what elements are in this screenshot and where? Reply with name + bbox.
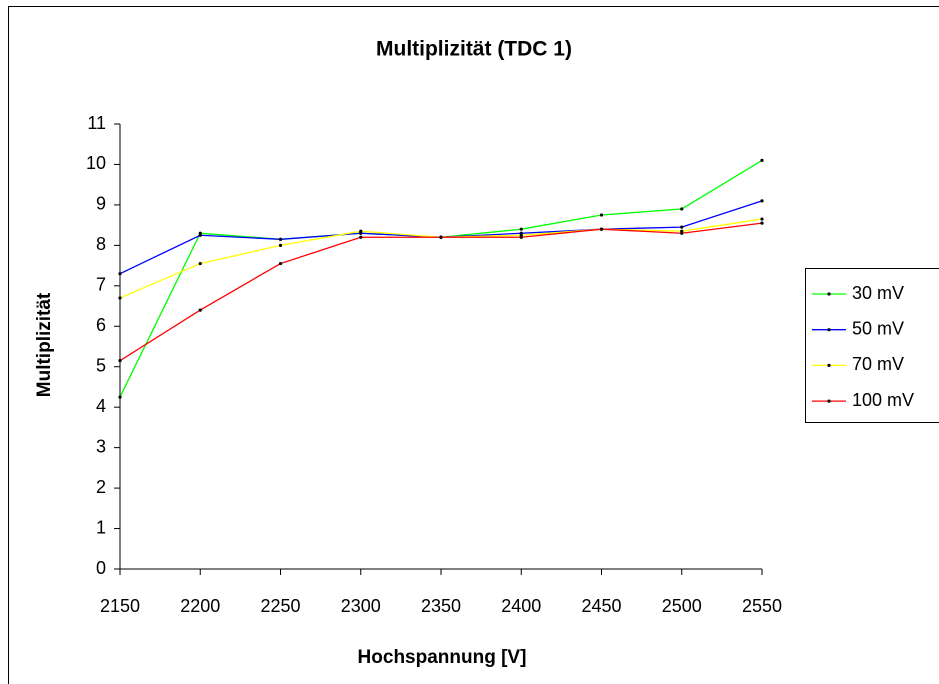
y-tick-label: 6 [96, 315, 106, 335]
data-point [359, 229, 363, 233]
data-point [118, 395, 122, 399]
x-tick-label: 2400 [501, 596, 541, 616]
legend-label: 70 mV [852, 354, 904, 374]
data-point [519, 235, 523, 239]
y-tick-label: 4 [96, 396, 106, 416]
y-tick-label: 7 [96, 275, 106, 295]
y-tick-label: 8 [96, 234, 106, 254]
data-point [198, 233, 202, 237]
data-point [198, 261, 202, 266]
y-tick-label: 3 [96, 436, 106, 456]
data-point [278, 261, 283, 266]
x-tick-label: 2500 [662, 596, 702, 616]
y-tick-label: 11 [87, 113, 106, 133]
data-point [599, 213, 604, 217]
y-tick-label: 0 [96, 558, 106, 578]
x-tick-label: 2450 [581, 596, 621, 616]
data-point [198, 308, 202, 312]
y-tick-label: 9 [96, 194, 106, 214]
y-axis-label: Multiplizität [34, 292, 55, 397]
data-point [599, 227, 604, 231]
legend-marker [827, 328, 831, 332]
x-axis-label: Hochspannung [V] [358, 647, 527, 668]
x-tick-label: 2250 [260, 596, 300, 616]
data-point [118, 272, 122, 276]
data-point [278, 243, 283, 247]
data-point [680, 225, 684, 229]
data-point [760, 217, 764, 221]
legend-marker [827, 399, 831, 403]
legend-label: 50 mV [852, 318, 904, 338]
y-tick-label: 5 [96, 355, 106, 375]
legend-marker [827, 292, 831, 296]
data-point [680, 207, 684, 211]
data-point [118, 359, 122, 363]
x-tick-label: 2350 [421, 596, 461, 616]
x-tick-label: 2150 [100, 596, 140, 616]
y-tick-label: 1 [96, 517, 106, 537]
data-point [439, 235, 443, 239]
data-point [519, 227, 523, 231]
y-tick-label: 2 [96, 477, 106, 497]
chart-title: Multiplizität (TDC 1) [376, 38, 572, 61]
data-point [760, 199, 764, 203]
data-point [278, 237, 283, 241]
x-tick-label: 2550 [742, 596, 782, 616]
chart-frame [8, 6, 939, 684]
legend-label: 100 mV [852, 390, 914, 410]
data-point [760, 221, 764, 225]
data-point [359, 235, 363, 239]
x-tick-label: 2200 [180, 596, 220, 616]
data-point [680, 231, 684, 235]
y-tick-label: 10 [86, 153, 106, 173]
legend-marker [827, 363, 831, 367]
data-point [118, 296, 122, 300]
x-tick-label: 2300 [341, 596, 381, 616]
data-point [760, 158, 764, 163]
legend-label: 30 mV [852, 283, 904, 303]
